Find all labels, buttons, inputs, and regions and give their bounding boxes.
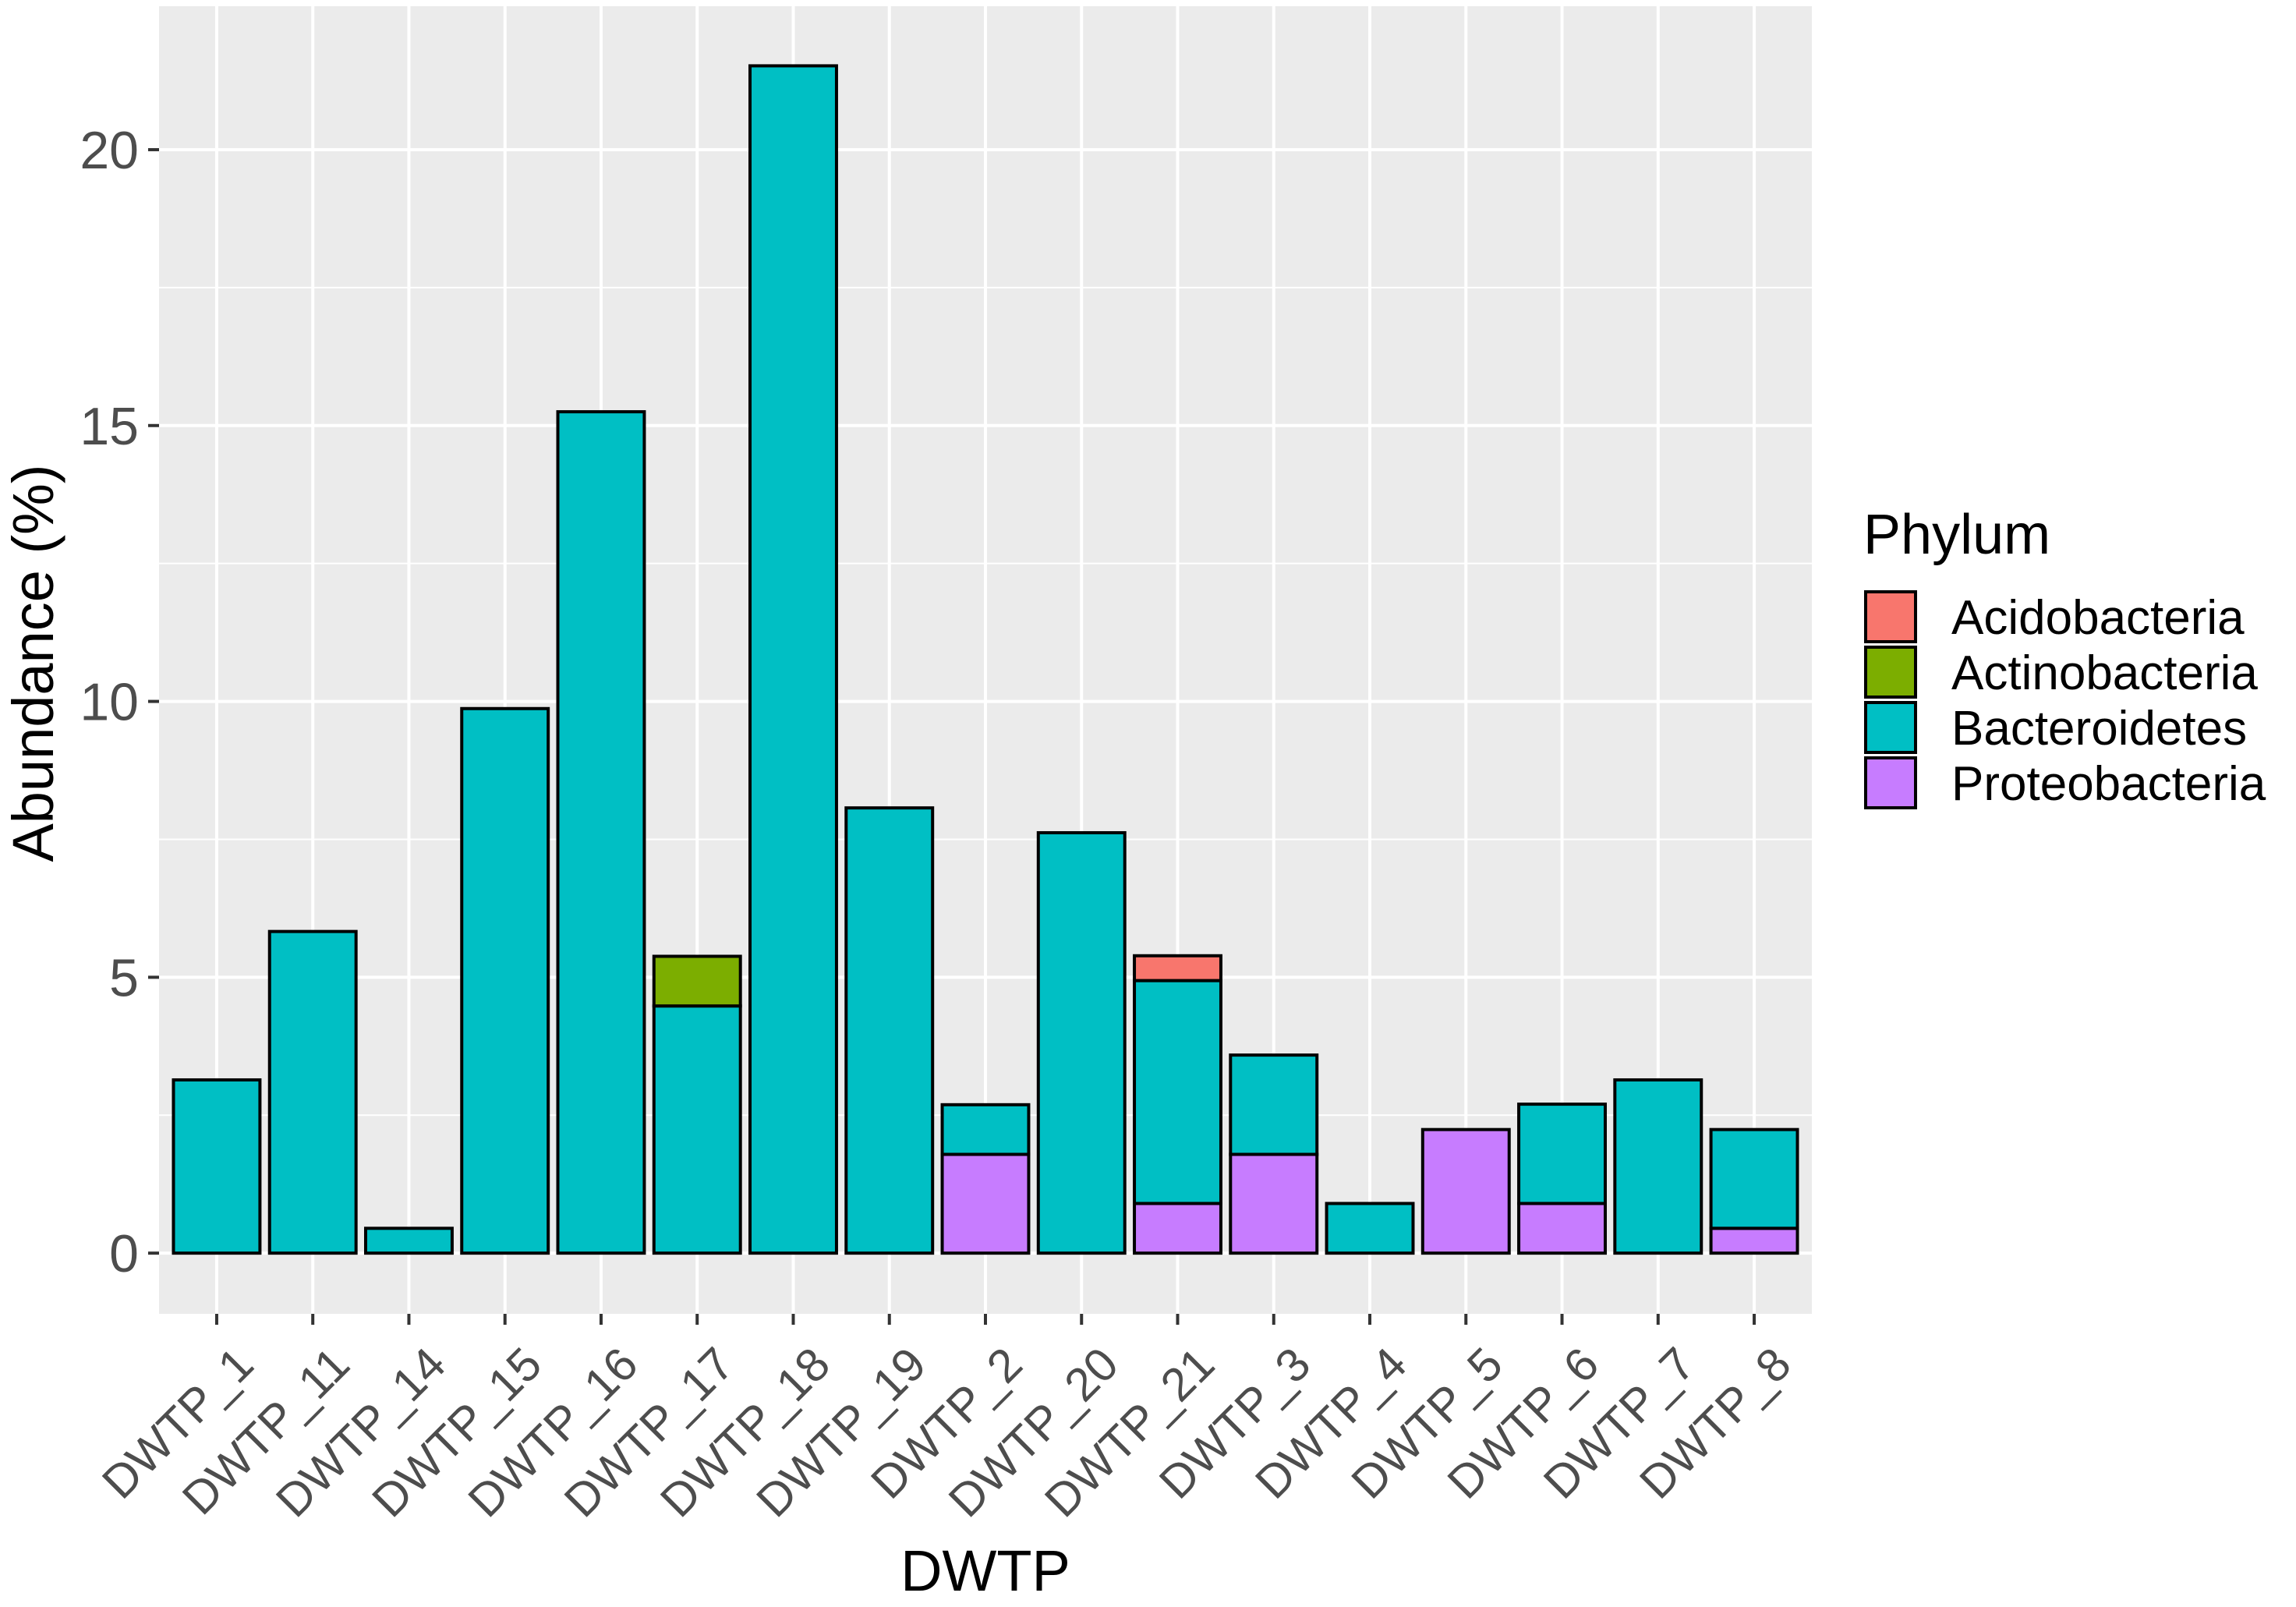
bar-bacteroidetes-dwtp-1: [172, 1078, 262, 1255]
y-tick-label: 15: [80, 397, 139, 456]
bar-bacteroidetes-dwtp-2: [940, 1103, 1031, 1156]
y-tick-label: 5: [109, 948, 139, 1007]
legend-label-acidobacteria: Acidobacteria: [1951, 591, 2245, 645]
legend-title: Phylum: [1863, 504, 2050, 566]
bar-proteobacteria-dwtp-8: [1709, 1226, 1799, 1255]
bar-bacteroidetes-dwtp-18: [748, 64, 838, 1255]
bar-bacteroidetes-dwtp-14: [364, 1226, 454, 1255]
y-axis: 0 5 10 15 20: [80, 121, 159, 1283]
legend-label-proteobacteria: Proteobacteria: [1951, 757, 2266, 811]
bar-bacteroidetes-dwtp-21: [1133, 979, 1222, 1205]
y-axis-title: Abundance (%): [1, 464, 65, 862]
legend-label-bacteroidetes: Bacteroidetes: [1951, 702, 2247, 756]
legend-swatch-proteobacteria: [1864, 756, 1917, 809]
x-axis-title: DWTP: [900, 1538, 1070, 1603]
y-tick-label: 20: [80, 121, 139, 180]
legend-swatch-acidobacteria: [1864, 590, 1917, 643]
bars: [172, 64, 1799, 1255]
legend-swatch-bacteroidetes: [1864, 701, 1917, 754]
y-tick-label: 10: [80, 673, 139, 732]
bar-bacteroidetes-dwtp-4: [1325, 1202, 1415, 1255]
bar-bacteroidetes-dwtp-19: [844, 806, 935, 1255]
x-axis: DWTP_1DWTP_11DWTP_14DWTP_15DWTP_16DWTP_1…: [92, 1314, 1801, 1527]
bar-bacteroidetes-dwtp-15: [460, 706, 550, 1255]
bar-bacteroidetes-dwtp-6: [1517, 1103, 1608, 1205]
bar-actinobacteria-dwtp-17: [652, 954, 742, 1008]
bar-bacteroidetes-dwtp-8: [1709, 1127, 1799, 1230]
bar-proteobacteria-dwtp-2: [940, 1152, 1031, 1255]
bar-proteobacteria-dwtp-5: [1420, 1127, 1511, 1255]
bar-proteobacteria-dwtp-6: [1517, 1202, 1608, 1255]
bar-proteobacteria-dwtp-21: [1133, 1202, 1222, 1255]
bar-bacteroidetes-dwtp-20: [1036, 830, 1127, 1255]
bar-bacteroidetes-dwtp-17: [652, 1004, 742, 1255]
legend: Phylum AcidobacteriaActinobacteriaBacter…: [1863, 504, 2266, 811]
bar-bacteroidetes-dwtp-7: [1613, 1078, 1703, 1255]
legend-swatch-actinobacteria: [1864, 646, 1917, 699]
bar-bacteroidetes-dwtp-3: [1229, 1053, 1319, 1156]
bar-bacteroidetes-dwtp-11: [267, 929, 358, 1255]
bar-acidobacteria-dwtp-21: [1133, 954, 1222, 982]
y-tick-label: 0: [109, 1224, 139, 1283]
bar-proteobacteria-dwtp-3: [1229, 1152, 1319, 1255]
bar-bacteroidetes-dwtp-16: [556, 410, 646, 1255]
legend-label-actinobacteria: Actinobacteria: [1951, 646, 2258, 700]
